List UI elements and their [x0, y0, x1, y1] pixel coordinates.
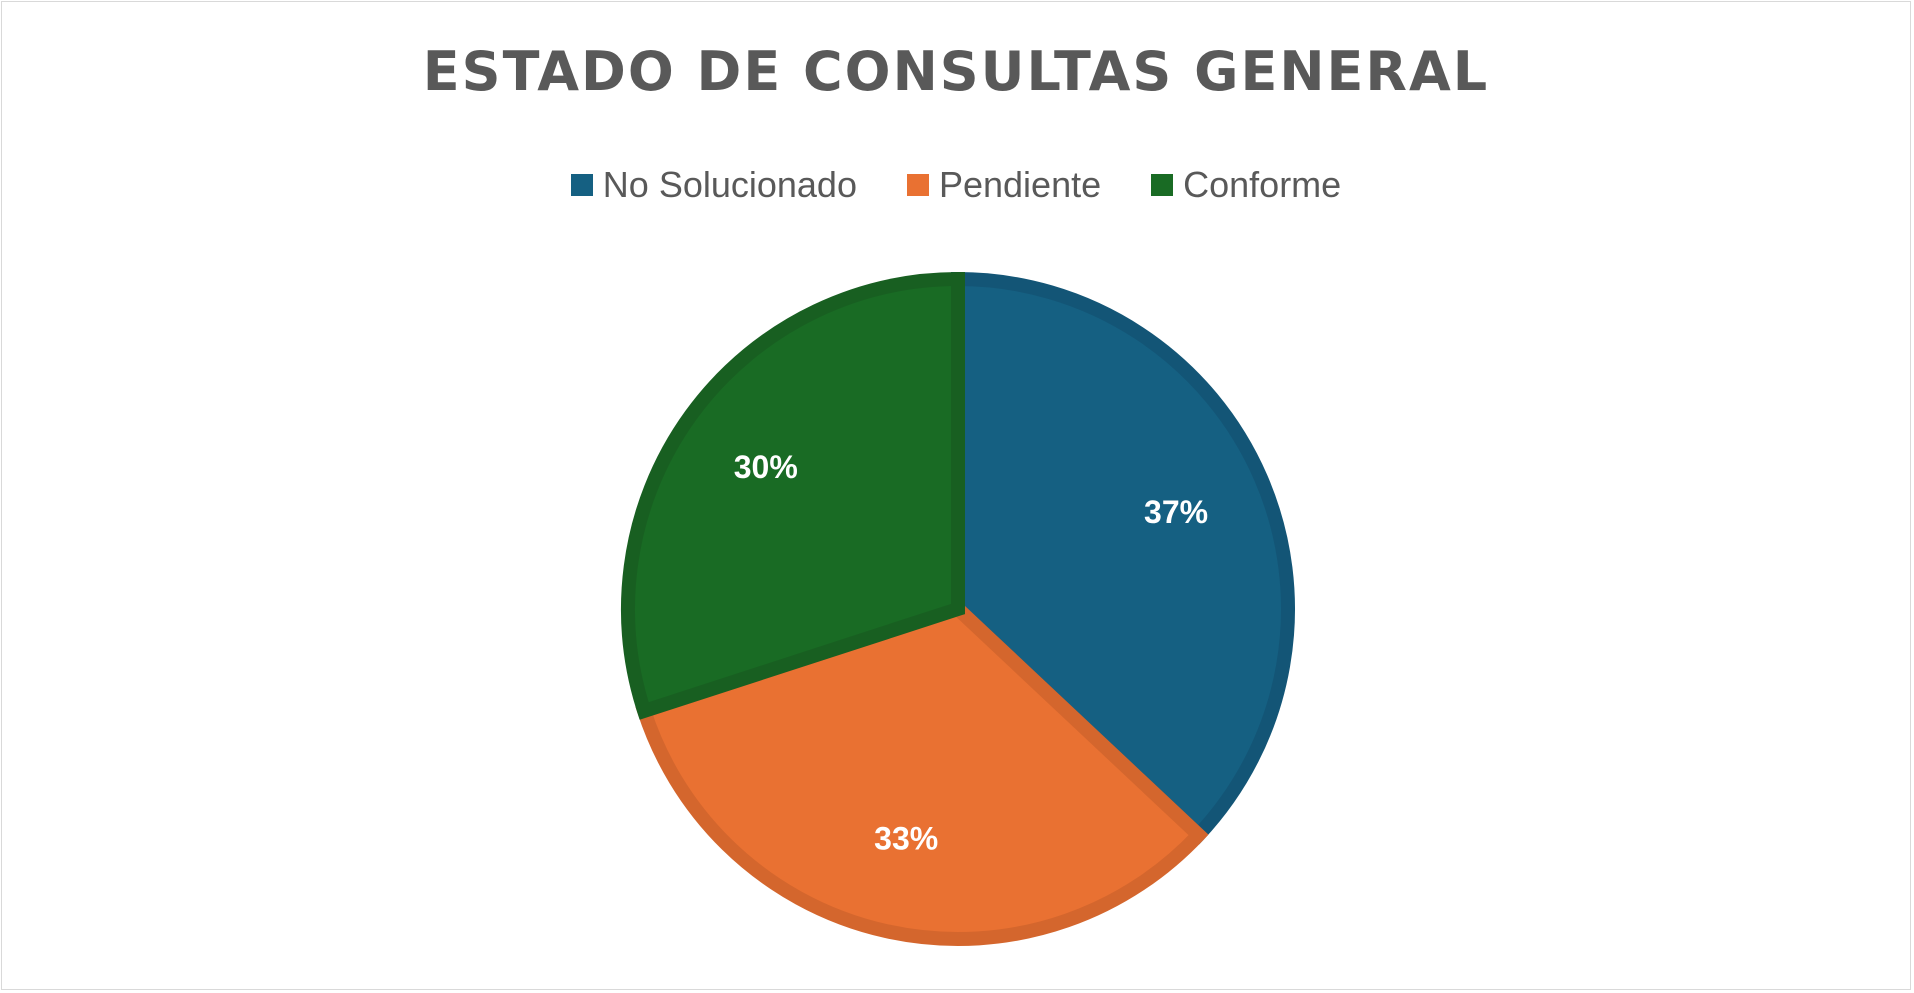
legend-swatch-conforme	[1151, 174, 1174, 196]
pie-slices	[621, 271, 1295, 946]
legend-item-no-solucionado: No Solucionado	[570, 164, 857, 206]
legend-swatch-no-solucionado	[570, 174, 593, 196]
label-no-solucionado: 37%	[1144, 494, 1208, 530]
chart-title: ESTADO DE CONSULTAS GENERAL	[422, 40, 1490, 103]
slice-no-solucionado	[951, 271, 1295, 845]
legend-swatch-pendiente	[906, 174, 929, 196]
label-pendiente: 33%	[874, 820, 938, 856]
legend: No Solucionado Pendiente Conforme	[2, 164, 1910, 206]
slice-pendiente	[635, 601, 1209, 946]
legend-item-conforme: Conforme	[1151, 164, 1341, 206]
legend-label-pendiente: Pendiente	[938, 164, 1102, 205]
legend-label-conforme: Conforme	[1183, 164, 1342, 205]
legend-item-pendiente: Pendiente	[906, 164, 1102, 206]
legend-label-no-solucionado: No Solucionado	[602, 164, 857, 205]
pie-data-labels: 37% 33% 30%	[734, 449, 1208, 857]
slice-conforme	[621, 271, 965, 720]
label-conforme: 30%	[734, 449, 798, 485]
